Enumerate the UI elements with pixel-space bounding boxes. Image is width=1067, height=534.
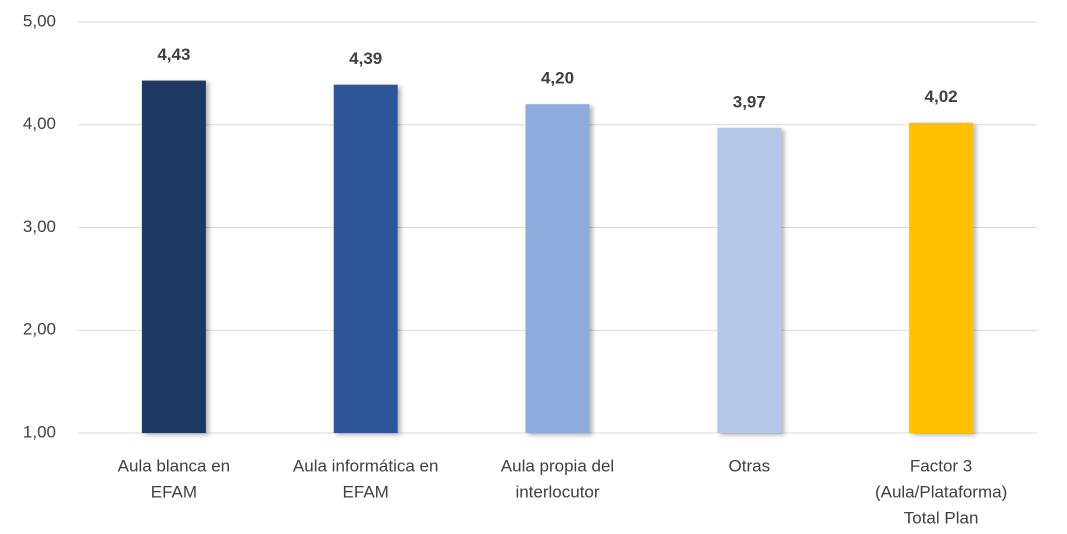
y-tick-label: 2,00: [23, 320, 56, 339]
x-tick-label: Factor 3: [910, 456, 972, 475]
bar: [909, 122, 974, 433]
value-label: 4,02: [925, 87, 958, 106]
x-tick-label: (Aula/Plataforma): [875, 482, 1007, 501]
value-label: 3,97: [733, 92, 766, 111]
x-tick-label: Total Plan: [904, 508, 979, 527]
bar: [717, 127, 782, 434]
bar: [333, 84, 398, 434]
x-tick-label: Aula blanca en: [118, 456, 230, 475]
value-label: 4,43: [157, 45, 190, 64]
y-tick-label: 5,00: [23, 11, 56, 30]
value-label: 4,20: [541, 69, 574, 88]
x-tick-label: interlocutor: [515, 482, 599, 501]
bar: [141, 80, 206, 433]
bar: [525, 104, 590, 433]
x-tick-label: EFAM: [151, 482, 197, 501]
x-tick-label: Otras: [729, 456, 771, 475]
x-tick-label: Aula propia del: [501, 456, 614, 475]
x-tick-label: Aula informática en: [293, 456, 439, 475]
y-tick-label: 1,00: [23, 422, 56, 441]
value-label: 4,39: [349, 49, 382, 68]
y-tick-label: 4,00: [23, 114, 56, 133]
x-tick-label: EFAM: [343, 482, 389, 501]
y-tick-label: 3,00: [23, 217, 56, 236]
